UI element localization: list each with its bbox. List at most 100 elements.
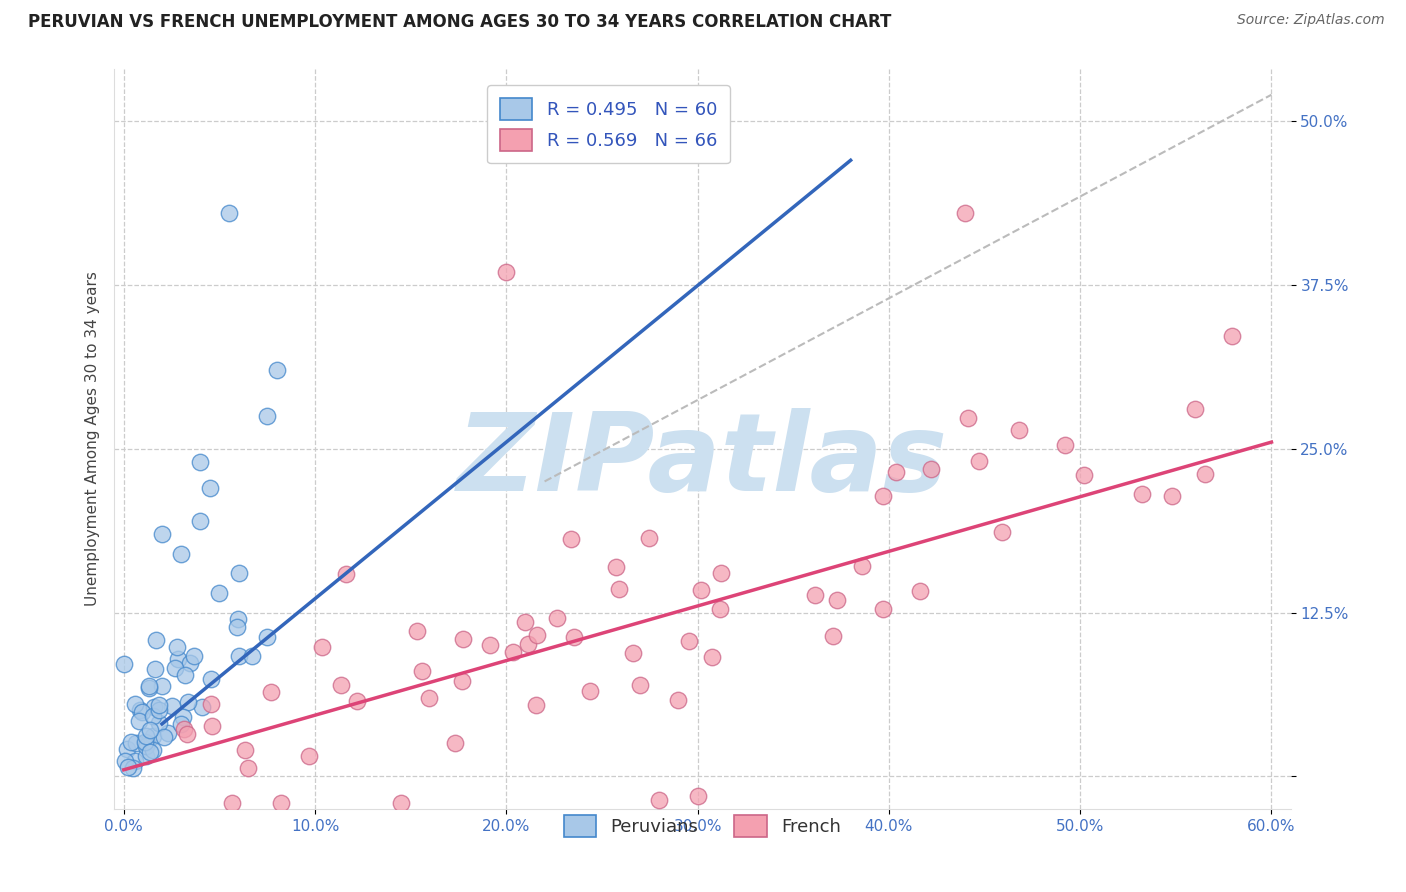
Point xyxy=(156,726,179,740)
Point xyxy=(526,628,548,642)
Point xyxy=(411,665,433,679)
Point xyxy=(623,646,645,660)
Point xyxy=(218,205,240,219)
Point xyxy=(524,698,547,712)
Point xyxy=(128,714,150,729)
Point xyxy=(700,650,723,665)
Point xyxy=(134,735,156,749)
Point xyxy=(188,514,211,528)
Point xyxy=(153,730,176,744)
Point xyxy=(170,547,193,561)
Point xyxy=(710,566,733,581)
Text: PERUVIAN VS FRENCH UNEMPLOYMENT AMONG AGES 30 TO 34 YEARS CORRELATION CHART: PERUVIAN VS FRENCH UNEMPLOYMENT AMONG AG… xyxy=(28,13,891,31)
Point xyxy=(142,743,165,757)
Point xyxy=(117,760,139,774)
Point xyxy=(172,710,194,724)
Point xyxy=(546,611,568,625)
Point xyxy=(311,640,333,654)
Point xyxy=(142,700,165,714)
Point xyxy=(451,632,474,646)
Point xyxy=(124,754,146,768)
Point xyxy=(329,678,352,692)
Point xyxy=(418,691,440,706)
Y-axis label: Unemployment Among Ages 30 to 34 years: Unemployment Among Ages 30 to 34 years xyxy=(86,271,100,607)
Point xyxy=(188,455,211,469)
Point xyxy=(201,719,224,733)
Point xyxy=(226,620,249,634)
Point xyxy=(823,629,845,643)
Point xyxy=(148,698,170,712)
Text: ZIPatlas: ZIPatlas xyxy=(457,408,948,514)
Point xyxy=(517,637,540,651)
Point xyxy=(129,703,152,717)
Point xyxy=(167,652,190,666)
Point xyxy=(298,748,321,763)
Point xyxy=(200,697,222,711)
Point xyxy=(135,739,157,753)
Point xyxy=(270,796,292,810)
Point xyxy=(142,709,165,723)
Point xyxy=(686,789,709,803)
Point xyxy=(228,612,250,626)
Point xyxy=(114,755,136,769)
Point xyxy=(1161,489,1184,503)
Point xyxy=(967,453,990,467)
Point xyxy=(690,582,713,597)
Point xyxy=(122,761,145,775)
Point xyxy=(256,631,278,645)
Point xyxy=(177,695,200,709)
Point xyxy=(648,793,671,807)
Point xyxy=(228,648,250,663)
Point xyxy=(179,656,201,670)
Point xyxy=(173,722,195,736)
Point xyxy=(502,645,524,659)
Point xyxy=(173,668,195,682)
Point xyxy=(578,683,600,698)
Point xyxy=(125,736,148,750)
Point xyxy=(1194,467,1216,481)
Point xyxy=(495,265,517,279)
Point xyxy=(804,588,827,602)
Point xyxy=(405,624,427,638)
Legend: Peruvians, French: Peruvians, French xyxy=(557,808,848,845)
Point xyxy=(150,680,173,694)
Point xyxy=(346,694,368,708)
Point xyxy=(233,743,256,757)
Point xyxy=(170,717,193,731)
Point xyxy=(884,466,907,480)
Point xyxy=(135,736,157,750)
Point xyxy=(1008,423,1031,437)
Point xyxy=(135,749,157,764)
Point xyxy=(450,673,472,688)
Point xyxy=(148,703,170,717)
Point xyxy=(678,634,700,648)
Point xyxy=(638,531,661,545)
Point xyxy=(908,583,931,598)
Point xyxy=(1184,402,1206,417)
Point xyxy=(200,673,222,687)
Point xyxy=(120,734,142,748)
Point xyxy=(240,648,263,663)
Point xyxy=(564,630,586,644)
Point xyxy=(872,602,894,616)
Point xyxy=(1130,486,1153,500)
Point xyxy=(208,586,231,600)
Point xyxy=(124,697,146,711)
Point xyxy=(1220,329,1243,343)
Point xyxy=(160,699,183,714)
Point xyxy=(131,705,153,719)
Point xyxy=(228,566,250,581)
Point xyxy=(183,649,205,664)
Point xyxy=(872,489,894,503)
Point xyxy=(709,602,731,616)
Point xyxy=(444,735,467,749)
Point xyxy=(991,525,1014,540)
Point xyxy=(956,411,979,425)
Point xyxy=(389,796,412,810)
Point xyxy=(1054,437,1077,451)
Point xyxy=(605,560,627,574)
Point xyxy=(141,729,163,743)
Point xyxy=(666,693,689,707)
Point xyxy=(266,363,288,377)
Point xyxy=(825,593,848,607)
